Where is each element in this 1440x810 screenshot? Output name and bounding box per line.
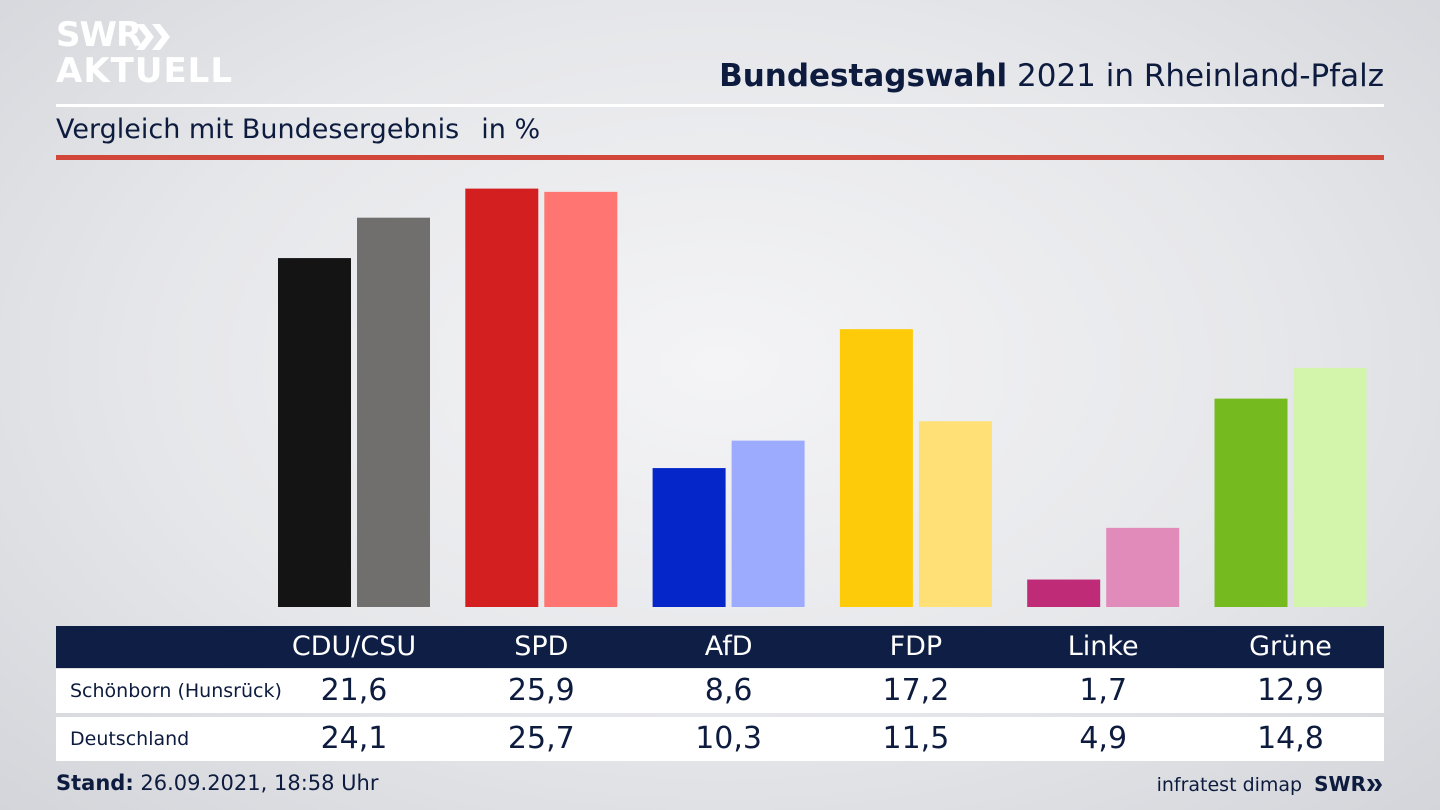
- bar-cdu-csu-national: [357, 217, 430, 607]
- cell-value-fdp: 17,2: [882, 673, 950, 708]
- brand-label: SWR: [1314, 772, 1366, 796]
- bar-spd-local: [465, 188, 539, 607]
- row-label: Deutschland: [70, 728, 190, 750]
- bar-fdp-national: [918, 421, 992, 607]
- logo-line-1: SWR: [56, 15, 142, 55]
- table-header: CDU/CSU SPD AfD FDP Linke Grüne: [56, 626, 1384, 668]
- bar-gr-ne-local: [1214, 398, 1288, 607]
- bar-spd-national: [544, 191, 618, 607]
- column-header-cdu-csu: CDU/CSU: [291, 631, 417, 662]
- stand-label: Stand:: [56, 771, 134, 795]
- cell-value-linke: 1,7: [1079, 673, 1128, 708]
- column-header-spd: SPD: [514, 631, 569, 662]
- bar-linke-national: [1106, 527, 1180, 607]
- page-title: Bundestagswahl 2021 in Rheinland-Pfalz: [719, 58, 1384, 94]
- bar-afd-national: [731, 440, 805, 607]
- row-label: Schönborn (Hunsrück): [70, 680, 282, 702]
- bar-linke-local: [1027, 579, 1101, 607]
- bar-chart: [278, 188, 1367, 607]
- column-header-linke: Linke: [1067, 631, 1139, 662]
- accent-divider: [56, 155, 1384, 160]
- cell-value-spd: 25,9: [507, 673, 575, 708]
- bar-gr-ne-national: [1293, 367, 1367, 607]
- subtitle-text: Vergleich mit Bundesergebnis: [56, 114, 460, 145]
- timestamp: Stand: 26.09.2021, 18:58 Uhr: [56, 771, 379, 795]
- column-header-fdp: FDP: [889, 631, 943, 662]
- double-chevron-icon: [1367, 779, 1382, 791]
- cell-value-gr-ne: 12,9: [1257, 673, 1324, 708]
- results-table: CDU/CSU SPD AfD FDP Linke Grüne Schönborn (Hu…: [56, 626, 1384, 761]
- title-bold: Bundestagswahl: [719, 58, 1008, 94]
- bar-cdu-csu-local: [278, 258, 351, 607]
- double-chevron-icon: [136, 24, 170, 50]
- stand-value: 26.09.2021, 18:58 Uhr: [133, 771, 379, 795]
- unit-label: in %: [481, 114, 541, 145]
- cell-value-cdu-csu: 24,1: [320, 721, 388, 756]
- cell-value-afd: 10,3: [695, 721, 762, 756]
- chart-subtitle: Vergleich mit Bundesergebnis in %: [56, 114, 540, 145]
- logo-line-2: AKTUELL: [56, 51, 234, 91]
- table-row-schoenborn: Schönborn (Hunsrück) 21,6 25,9 8,6 17,2 1,7 12…: [56, 669, 1384, 713]
- cell-value-fdp: 11,5: [882, 721, 950, 756]
- table-row-deutschland: Deutschland 24,1 25,7 10,3 11,5 4,9 14,8: [56, 717, 1384, 761]
- cell-value-afd: 8,6: [704, 673, 753, 708]
- source-label: infratest dimap: [1156, 774, 1303, 796]
- title-rest: 2021 in Rheinland-Pfalz: [1007, 58, 1384, 94]
- bar-fdp-local: [839, 329, 913, 607]
- cell-value-gr-ne: 14,8: [1257, 721, 1324, 756]
- column-header-afd: AfD: [704, 631, 753, 662]
- title-divider: [56, 104, 1384, 107]
- swr-aktuell-logo: SWR AKTUELL: [56, 15, 232, 90]
- cell-value-cdu-csu: 21,6: [320, 673, 388, 708]
- cell-value-linke: 4,9: [1079, 721, 1128, 756]
- cell-value-spd: 25,7: [507, 721, 575, 756]
- source-credit: infratest dimap SWR: [1157, 772, 1384, 796]
- column-header-gr-ne: Grüne: [1249, 631, 1332, 662]
- bar-afd-local: [652, 468, 726, 607]
